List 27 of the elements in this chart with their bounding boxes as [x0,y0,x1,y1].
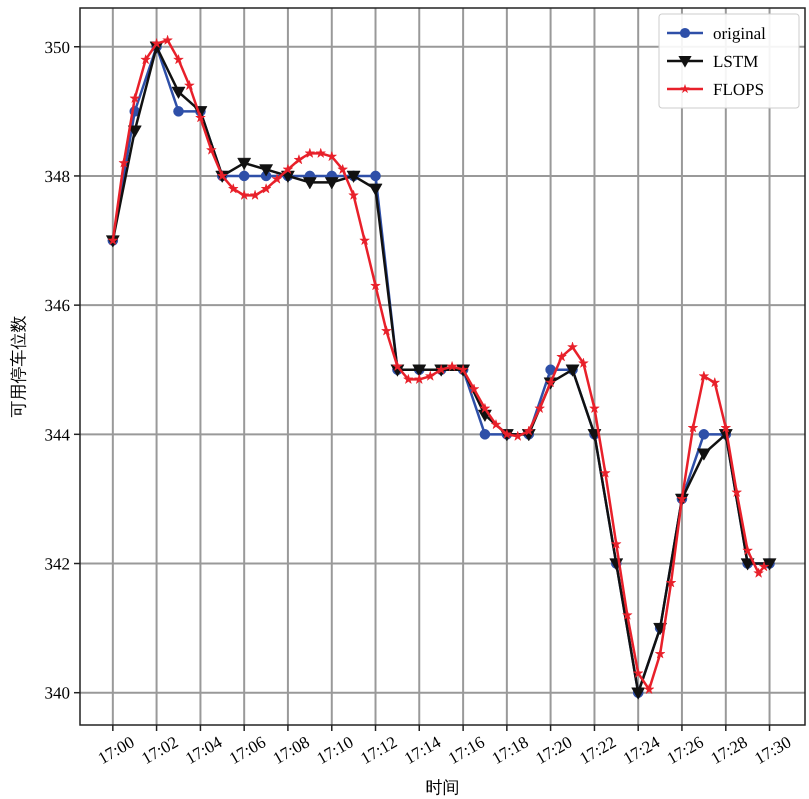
y-tick-label: 340 [44,684,70,703]
x-tick-label: 17:16 [444,732,488,768]
y-tick-label: 346 [44,296,70,316]
legend-label: LSTM [713,52,758,71]
y-tick-label: 348 [44,166,70,186]
x-tick-label: 17:08 [270,732,313,768]
x-tick-label: 17:00 [94,732,138,768]
x-tick-label: 17:04 [182,732,226,768]
x-tick-label: 17:20 [532,732,576,768]
x-tick-label: 17:26 [664,732,707,768]
legend-label: original [713,24,766,43]
y-tick-label: 350 [44,38,70,57]
x-tick-label: 17:22 [576,732,620,768]
x-tick-label: 17:10 [314,732,357,768]
x-tick-label: 17:14 [400,732,444,768]
x-tick-label: 17:28 [708,732,751,768]
y-axis-title: 可用停车位数 [9,316,28,418]
legend-label: FLOPS [713,80,764,99]
x-tick-label: 17:24 [620,732,664,768]
x-tick-label: 17:30 [751,732,794,768]
x-tick-label: 17:02 [138,732,182,768]
x-tick-label: 17:18 [488,732,532,768]
y-tick-label: 344 [44,425,70,444]
x-axis-title: 时间 [426,778,460,797]
y-tick-label: 342 [44,554,70,574]
x-tick-label: 17:06 [226,732,269,768]
x-tick-label: 17:12 [357,732,400,768]
